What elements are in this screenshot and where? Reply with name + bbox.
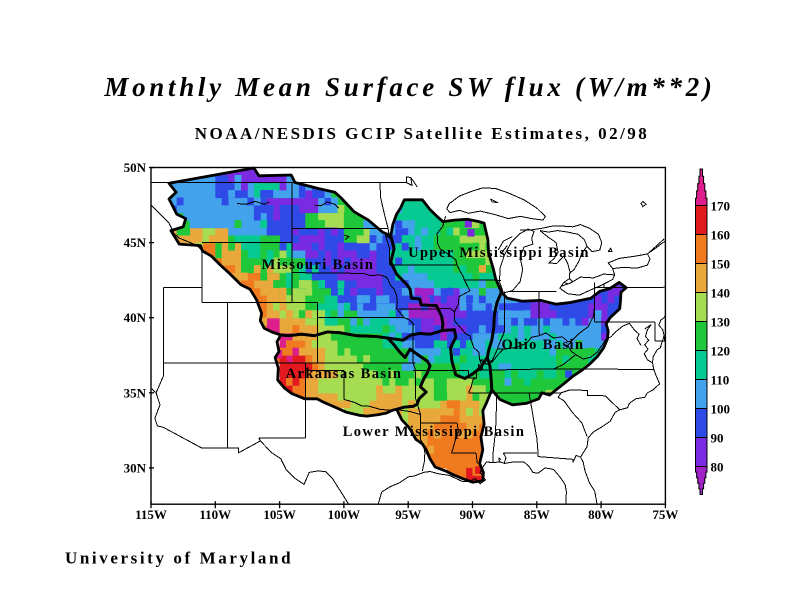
svg-text:120: 120 [711, 344, 731, 359]
svg-text:NOAA/NESDIS GCIP Satellite Est: NOAA/NESDIS GCIP Satellite Estimates, 02… [195, 124, 650, 143]
svg-text:90W: 90W [460, 507, 486, 522]
svg-text:80W: 80W [588, 507, 614, 522]
svg-text:110: 110 [711, 373, 730, 388]
svg-text:90: 90 [711, 431, 724, 446]
svg-text:Upper Mississippi Basin: Upper Mississippi Basin [408, 245, 590, 261]
svg-text:150: 150 [711, 257, 731, 272]
svg-text:100: 100 [711, 402, 731, 417]
svg-text:85W: 85W [524, 507, 550, 522]
svg-text:105W: 105W [263, 507, 296, 522]
svg-text:50N: 50N [124, 160, 147, 175]
svg-text:30N: 30N [124, 460, 147, 475]
svg-text:Arkansas Basin: Arkansas Basin [286, 366, 403, 382]
svg-text:140: 140 [711, 286, 731, 301]
svg-text:95W: 95W [395, 507, 421, 522]
svg-text:University of Maryland: University of Maryland [65, 549, 293, 568]
svg-text:Lower Mississippi Basin: Lower Mississippi Basin [343, 424, 526, 440]
svg-text:Ohio Basin: Ohio Basin [502, 337, 585, 353]
svg-text:80: 80 [711, 460, 724, 475]
svg-text:110W: 110W [199, 507, 231, 522]
svg-text:170: 170 [711, 199, 731, 214]
svg-text:35N: 35N [124, 385, 147, 400]
svg-text:75W: 75W [652, 507, 678, 522]
svg-text:45N: 45N [124, 235, 147, 250]
svg-text:115W: 115W [135, 507, 167, 522]
svg-text:Monthly Mean Surface SW flux (: Monthly Mean Surface SW flux (W/m**2) [103, 72, 715, 102]
svg-text:130: 130 [711, 315, 731, 330]
svg-text:160: 160 [711, 228, 731, 243]
svg-text:40N: 40N [124, 310, 147, 325]
svg-text:Missouri Basin: Missouri Basin [262, 257, 375, 273]
svg-text:100W: 100W [328, 507, 361, 522]
